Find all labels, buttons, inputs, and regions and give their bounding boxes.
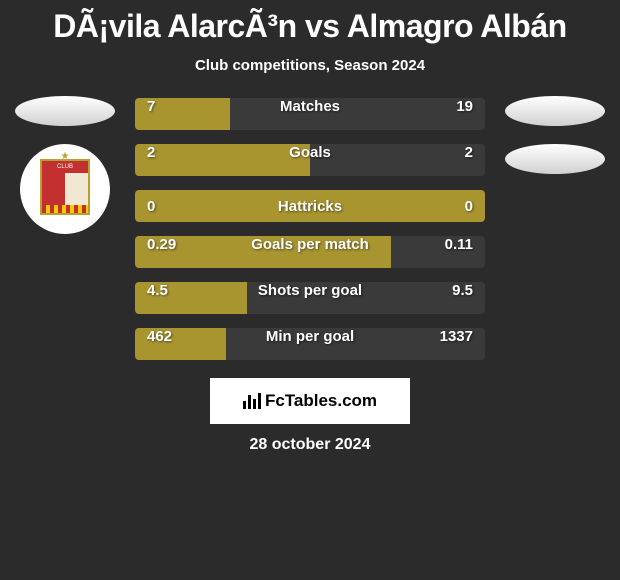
stat-right-value: 0 — [465, 198, 473, 215]
page-title: DÃ¡vila AlarcÃ³n vs Almagro Albán — [0, 8, 620, 45]
footer: FcTables.com 28 october 2024 — [0, 378, 620, 454]
stat-left-value: 0.29 — [147, 236, 176, 253]
stat-label: Matches — [280, 98, 340, 115]
stat-right-value: 2 — [465, 144, 473, 161]
crest-stripes — [42, 205, 88, 213]
stats-column: 7 Matches 19 2 Goals 2 0 Hattricks 0 0.2… — [135, 98, 485, 360]
stat-label: Hattricks — [278, 198, 342, 215]
club-crest: ★ CLUB — [20, 144, 110, 234]
crest-graphic: ★ CLUB — [40, 159, 90, 219]
right-team-column — [505, 96, 605, 174]
stat-left-value: 4.5 — [147, 282, 168, 299]
brand-box[interactable]: FcTables.com — [210, 378, 410, 424]
chart-bars-icon — [243, 393, 261, 409]
left-team-column: ★ CLUB — [15, 96, 115, 234]
stat-label: Shots per goal — [258, 282, 362, 299]
stat-label: Goals — [289, 144, 331, 161]
team-badge-placeholder — [505, 96, 605, 126]
stat-row: 462 Min per goal 1337 — [135, 328, 485, 360]
stat-right-value: 9.5 — [452, 282, 473, 299]
shield-icon: CLUB — [40, 159, 90, 215]
stat-left-value: 7 — [147, 98, 155, 115]
main-content: ★ CLUB 7 Matches 19 2 Goals 2 0 — [0, 98, 620, 360]
stat-right-value: 19 — [456, 98, 473, 115]
comparison-panel: DÃ¡vila AlarcÃ³n vs Almagro Albán Club c… — [0, 0, 620, 580]
stat-row: 0.29 Goals per match 0.11 — [135, 236, 485, 268]
crest-label: CLUB — [42, 161, 88, 173]
stat-right-value: 0.11 — [445, 236, 473, 253]
stat-row: 4.5 Shots per goal 9.5 — [135, 282, 485, 314]
team-badge-placeholder — [15, 96, 115, 126]
stat-right-value: 1337 — [440, 328, 473, 345]
brand-label: FcTables.com — [265, 391, 377, 411]
stat-row: 7 Matches 19 — [135, 98, 485, 130]
stat-left-value: 0 — [147, 198, 155, 215]
team-badge-placeholder — [505, 144, 605, 174]
stat-row: 0 Hattricks 0 — [135, 190, 485, 222]
stat-left-value: 2 — [147, 144, 155, 161]
stat-label: Goals per match — [251, 236, 369, 253]
page-subtitle: Club competitions, Season 2024 — [0, 57, 620, 74]
stat-row: 2 Goals 2 — [135, 144, 485, 176]
date-label: 28 october 2024 — [250, 436, 371, 454]
stat-label: Min per goal — [266, 328, 354, 345]
stat-left-value: 462 — [147, 328, 172, 345]
